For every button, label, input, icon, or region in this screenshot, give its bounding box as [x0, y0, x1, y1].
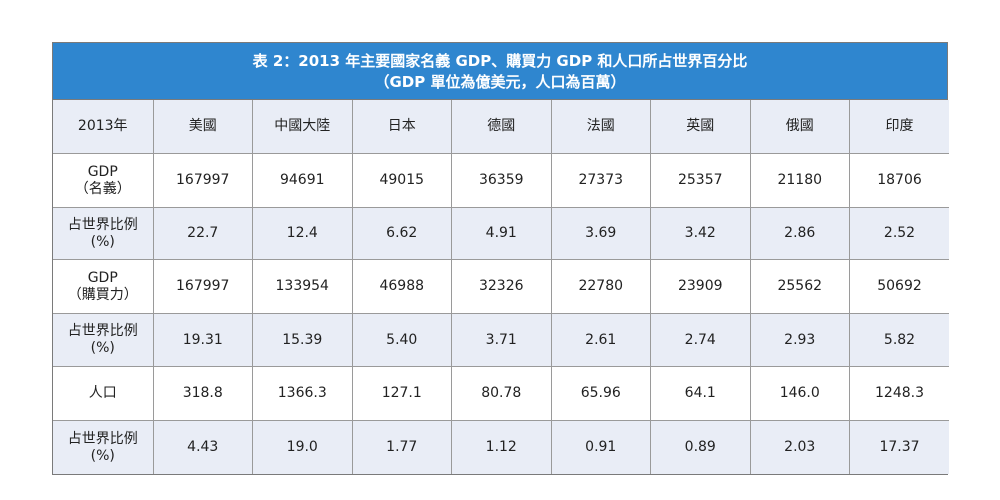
row-label: GDP （名義） — [53, 153, 154, 208]
table-row: 占世界比例 (%) 4.43 19.0 1.77 1.12 0.91 0.89 … — [53, 420, 949, 474]
row-label-line: 人口 — [88, 385, 117, 401]
table-cell: 1.12 — [451, 420, 552, 474]
table-cell: 80.78 — [451, 366, 552, 421]
row-label-line: (%) — [90, 447, 115, 464]
table-row: 占世界比例 (%) 22.7 12.4 6.62 4.91 3.69 3.42 … — [53, 207, 949, 260]
table-cell: 2.03 — [749, 420, 850, 474]
row-label: 占世界比例 (%) — [53, 207, 154, 260]
row-label-line: 占世界比例 — [67, 216, 138, 233]
table-row: 人口 318.8 1366.3 127.1 80.78 65.96 64.1 1… — [53, 366, 949, 421]
table-cell: 4.91 — [451, 207, 552, 260]
table-cell: 4.43 — [152, 420, 253, 474]
table-cell: 127.1 — [351, 366, 452, 421]
table-cell: 2.52 — [849, 207, 949, 260]
header-country: 俄國 — [749, 100, 850, 154]
table-cell: 1248.3 — [849, 366, 949, 421]
row-label-line: GDP — [87, 163, 118, 180]
table-cell: 3.42 — [650, 207, 751, 260]
table-cell: 2.86 — [749, 207, 850, 260]
table-cell: 318.8 — [152, 366, 253, 421]
header-country: 日本 — [351, 100, 452, 154]
table-title: 表 2：2013 年主要國家名義 GDP、購買力 GDP 和人口所占世界百分比 … — [53, 43, 947, 100]
row-label-line: (%) — [90, 233, 115, 250]
row-label: 占世界比例 (%) — [53, 313, 154, 367]
table-cell: 3.71 — [451, 313, 552, 367]
table-cell: 64.1 — [650, 366, 751, 421]
row-label: 占世界比例 (%) — [53, 420, 154, 474]
row-label: GDP （購買力） — [53, 259, 154, 314]
header-country: 美國 — [152, 100, 253, 154]
table-cell: 22780 — [550, 259, 651, 314]
table-cell: 94691 — [252, 153, 353, 208]
row-label-line: 占世界比例 — [67, 323, 138, 339]
row-label-line: (%) — [90, 340, 115, 356]
table-title-line2: （GDP 單位為億美元，人口為百萬） — [374, 73, 626, 91]
header-row: 2013年 美國 中國大陸 日本 德國 法國 英國 俄國 印度 — [53, 100, 949, 154]
table-cell: 46988 — [351, 259, 452, 314]
table-cell: 2.61 — [550, 313, 651, 367]
table-row: 占世界比例 (%) 19.31 15.39 5.40 3.71 2.61 2.7… — [53, 313, 949, 367]
header-country: 中國大陸 — [252, 100, 353, 154]
table-cell: 5.40 — [351, 313, 452, 367]
table-cell: 2.74 — [650, 313, 751, 367]
header-country: 印度 — [849, 100, 949, 154]
table-cell: 25562 — [749, 259, 850, 314]
table-cell: 23909 — [650, 259, 751, 314]
table-cell: 133954 — [252, 259, 353, 314]
table-cell: 21180 — [749, 153, 850, 208]
table-cell: 25357 — [650, 153, 751, 208]
table-cell: 3.69 — [550, 207, 651, 260]
table-cell: 12.4 — [252, 207, 353, 260]
table-cell: 146.0 — [749, 366, 850, 421]
table-title-line1: 表 2：2013 年主要國家名義 GDP、購買力 GDP 和人口所占世界百分比 — [252, 52, 748, 70]
header-country: 英國 — [650, 100, 751, 154]
row-label-line: GDP — [87, 269, 118, 286]
table-cell: 6.62 — [351, 207, 452, 260]
table-cell: 50692 — [849, 259, 949, 314]
table-cell: 2.93 — [749, 313, 850, 367]
table-cell: 167997 — [152, 259, 253, 314]
table-cell: 49015 — [351, 153, 452, 208]
row-label-line: （名義） — [74, 180, 131, 197]
row-label-line: 占世界比例 — [67, 430, 138, 447]
table-cell: 22.7 — [152, 207, 253, 260]
table-cell: 167997 — [152, 153, 253, 208]
table-cell: 19.31 — [152, 313, 253, 367]
table-row: GDP （購買力） 167997 133954 46988 32326 2278… — [53, 259, 949, 314]
table-cell: 19.0 — [252, 420, 353, 474]
table-cell: 5.82 — [849, 313, 949, 367]
table-cell: 17.37 — [849, 420, 949, 474]
table-cell: 65.96 — [550, 366, 651, 421]
table-cell: 0.91 — [550, 420, 651, 474]
table-cell: 1.77 — [351, 420, 452, 474]
table-cell: 32326 — [451, 259, 552, 314]
table-cell: 18706 — [849, 153, 949, 208]
gdp-table: 表 2：2013 年主要國家名義 GDP、購買力 GDP 和人口所占世界百分比 … — [52, 42, 949, 475]
header-country: 法國 — [550, 100, 651, 154]
table-cell: 36359 — [451, 153, 552, 208]
table-cell: 0.89 — [650, 420, 751, 474]
row-label-line: （購買力） — [67, 286, 138, 303]
table-row: GDP （名義） 167997 94691 49015 36359 27373 … — [53, 153, 949, 208]
table-cell: 27373 — [550, 153, 651, 208]
header-year: 2013年 — [53, 100, 154, 154]
table-cell: 1366.3 — [252, 366, 353, 421]
data-table: 2013年 美國 中國大陸 日本 德國 法國 英國 俄國 印度 GDP （名義）… — [53, 100, 949, 474]
header-country: 德國 — [451, 100, 552, 154]
row-label: 人口 — [53, 366, 154, 421]
table-cell: 15.39 — [252, 313, 353, 367]
